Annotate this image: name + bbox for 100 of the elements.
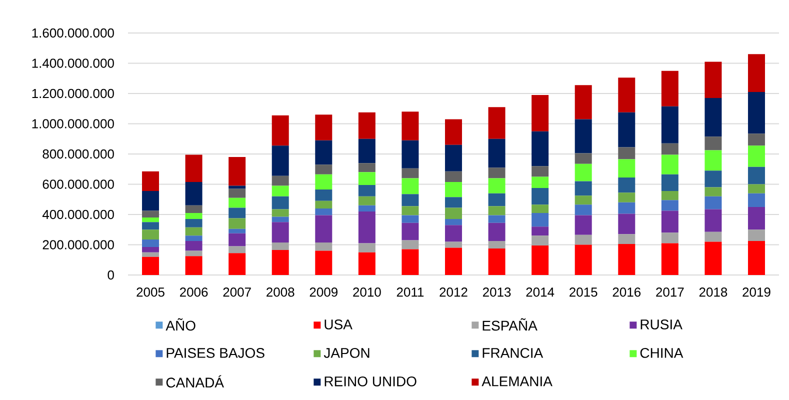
legend-label: USA xyxy=(324,319,352,330)
bar xyxy=(445,197,462,208)
y-tick-label: 1.600.000.000 xyxy=(32,28,114,38)
bar xyxy=(315,190,332,201)
bar xyxy=(661,174,678,192)
bar xyxy=(618,234,636,244)
bar xyxy=(445,171,462,182)
bar xyxy=(488,206,506,216)
bar xyxy=(488,215,506,223)
legend-label: PAISES BAJOS xyxy=(166,348,264,358)
x-tick-label: 2006 xyxy=(180,288,208,297)
bar xyxy=(618,202,636,214)
bar xyxy=(402,112,419,140)
legend-label: RUSIA xyxy=(640,319,682,330)
bar xyxy=(748,230,765,241)
bar xyxy=(532,188,549,205)
bar xyxy=(704,170,722,188)
bar xyxy=(488,168,506,178)
bar xyxy=(185,240,202,251)
bar xyxy=(704,242,722,275)
bar xyxy=(315,164,332,174)
bar xyxy=(272,222,289,242)
bar xyxy=(574,204,592,216)
bar xyxy=(618,177,636,193)
bar xyxy=(402,178,419,194)
bar xyxy=(272,115,289,146)
y-tick-label: 400.000.000 xyxy=(42,210,114,220)
bar xyxy=(402,240,419,250)
bar xyxy=(402,215,419,223)
bar xyxy=(704,98,722,137)
bar xyxy=(618,159,636,178)
bar xyxy=(661,143,678,155)
bar xyxy=(228,208,246,218)
bar xyxy=(445,119,462,145)
bar xyxy=(228,188,246,198)
x-tick-label: 2014 xyxy=(526,288,554,297)
bar xyxy=(272,216,289,222)
bar xyxy=(402,206,419,216)
legend-label: FRANCIA xyxy=(482,348,544,358)
bar xyxy=(272,146,289,176)
y-tick-label: 1.000.000.000 xyxy=(32,119,114,128)
bar xyxy=(315,200,332,208)
x-tick-label: 2017 xyxy=(656,288,684,297)
bar xyxy=(661,70,678,106)
bar xyxy=(185,182,202,206)
bar xyxy=(748,206,765,230)
bar xyxy=(272,242,289,250)
bar xyxy=(142,171,160,192)
bar xyxy=(488,178,506,194)
bar xyxy=(574,244,592,275)
bar xyxy=(704,187,722,196)
bar xyxy=(445,242,462,248)
x-tick-label: 2019 xyxy=(742,288,770,297)
bar xyxy=(228,228,246,234)
y-tick-label: 1.400.000.000 xyxy=(32,58,114,68)
bar xyxy=(748,92,765,134)
bar xyxy=(618,112,636,148)
bar xyxy=(574,234,592,245)
x-tick-label: 2015 xyxy=(570,288,598,297)
x-tick-label: 2012 xyxy=(440,288,468,297)
bar xyxy=(532,95,549,132)
bar xyxy=(272,209,289,217)
bar xyxy=(445,219,462,226)
bar xyxy=(402,194,419,206)
bar xyxy=(142,218,160,222)
bar xyxy=(704,136,722,150)
bar xyxy=(358,243,376,252)
bar xyxy=(532,166,549,177)
bar xyxy=(532,226,549,236)
legend-label: AÑO xyxy=(166,318,196,331)
bar xyxy=(358,163,376,172)
bar xyxy=(358,205,376,212)
bar xyxy=(142,256,160,275)
bar xyxy=(272,186,289,196)
bar xyxy=(142,252,160,257)
bar xyxy=(618,244,636,275)
x-tick-label: 2010 xyxy=(353,288,381,297)
bar xyxy=(142,247,160,252)
bar xyxy=(445,182,462,198)
bar xyxy=(142,222,160,230)
bar xyxy=(618,214,636,234)
bar xyxy=(532,236,549,246)
bar xyxy=(185,212,202,220)
bar xyxy=(488,193,506,206)
y-tick-label: 1.200.000.000 xyxy=(32,88,114,98)
legend-label: JAPON xyxy=(324,348,370,358)
bar xyxy=(402,168,419,178)
bar xyxy=(532,204,549,213)
bar xyxy=(574,153,592,164)
bar xyxy=(315,140,332,165)
bar xyxy=(142,239,160,248)
y-tick-label: 800.000.000 xyxy=(42,149,114,159)
bar xyxy=(661,154,678,174)
bar xyxy=(532,131,549,166)
x-tick-label: 2005 xyxy=(136,288,164,297)
bar xyxy=(315,114,332,140)
bar xyxy=(748,166,765,184)
bar xyxy=(185,227,202,236)
x-tick-label: 2007 xyxy=(223,288,251,297)
bar xyxy=(704,209,722,232)
